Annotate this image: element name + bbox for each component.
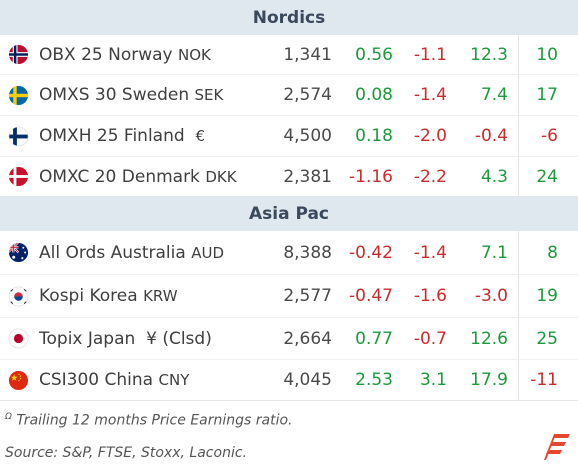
pe-value: 24: [536, 166, 558, 187]
sweden-flag-icon: [8, 85, 29, 105]
index-name: All Ords Australia AUD: [39, 242, 225, 263]
denmark-flag-icon: [8, 166, 29, 187]
index-name: OMXS 30 Sweden SEK: [39, 85, 224, 105]
week-change-value: -1.4: [413, 85, 447, 105]
week-change-value: -2.2: [413, 166, 447, 187]
laconic-logo-icon: [544, 434, 570, 460]
finland-flag-icon: [8, 126, 29, 146]
table-row: All Ords Australia AUD 8,388 -0.42 -1.4 …: [0, 231, 578, 275]
price-value: 4,500: [283, 126, 332, 146]
index-name: OMXH 25 Finland €: [39, 126, 206, 146]
price-value: 8,388: [283, 242, 332, 263]
section-header-asia-pac: Asia Pac: [0, 196, 578, 231]
price-value: 2,664: [283, 328, 332, 349]
pe-value: 17: [536, 85, 558, 105]
day-change-value: 0.56: [355, 44, 393, 65]
day-change-value: 0.77: [355, 328, 393, 349]
asia-pac-table: All Ords Australia AUD 8,388 -0.42 -1.4 …: [0, 231, 578, 400]
week-change-value: -0.7: [413, 328, 447, 349]
source-footnote: Source: S&P, FTSE, Stoxx, Laconic.: [5, 445, 247, 461]
ytd-change-value: 12.6: [470, 328, 508, 349]
pe-value: 10: [536, 44, 558, 65]
index-name: OBX 25 Norway NOK: [39, 44, 211, 65]
table-row: OMXS 30 Sweden SEK 2,574 0.08 -1.4 7.4 1…: [0, 75, 578, 116]
footer: Ω Trailing 12 months Price Earnings rati…: [0, 400, 578, 470]
pe-value: 25: [536, 328, 558, 349]
week-change-value: -1.4: [413, 242, 447, 263]
day-change-value: -0.47: [349, 286, 393, 306]
table-row: CSI300 China CNY 4,045 2.53 3.1 17.9 -11: [0, 360, 578, 400]
week-change-value: 3.1: [419, 370, 447, 390]
ytd-change-value: 4.3: [480, 166, 508, 187]
index-name: CSI300 China CNY: [39, 370, 190, 390]
day-change-value: -0.42: [349, 242, 393, 263]
week-change-value: -2.0: [413, 126, 447, 146]
table-row: OBX 25 Norway NOK 1,341 0.56 -1.1 12.3 1…: [0, 35, 578, 75]
china-flag-icon: [8, 370, 29, 390]
column-divider: [518, 231, 519, 400]
week-change-value: -1.1: [413, 44, 447, 65]
australia-flag-icon: [8, 242, 29, 263]
table-row: Kospi Korea KRW 2,577 -0.47 -1.6 -3.0 19: [0, 275, 578, 318]
ytd-change-value: -0.4: [474, 126, 508, 146]
pe-footnote: Ω Trailing 12 months Price Earnings rati…: [5, 412, 293, 429]
ytd-change-value: 7.4: [480, 85, 508, 105]
index-name: OMXC 20 Denmark DKK: [39, 166, 237, 187]
table-row: OMXC 20 Denmark DKK 2,381 -1.16 -2.2 4.3…: [0, 157, 578, 196]
pe-value: 8: [547, 242, 558, 263]
pe-value: 19: [536, 286, 558, 306]
day-change-value: 0.18: [355, 126, 393, 146]
norway-flag-icon: [8, 44, 29, 65]
ytd-change-value: -3.0: [474, 286, 508, 306]
index-name: Kospi Korea KRW: [39, 286, 178, 306]
price-value: 1,341: [283, 44, 332, 65]
pe-value: -6: [541, 126, 558, 146]
price-value: 2,577: [283, 286, 332, 306]
price-value: 2,381: [283, 166, 332, 187]
day-change-value: 0.08: [355, 85, 393, 105]
south-korea-flag-icon: [8, 286, 29, 306]
ytd-change-value: 17.9: [470, 370, 508, 390]
japan-flag-icon: [8, 328, 29, 349]
price-value: 4,045: [283, 370, 332, 390]
pe-value: -11: [530, 370, 558, 390]
week-change-value: -1.6: [413, 286, 447, 306]
day-change-value: 2.53: [355, 370, 393, 390]
day-change-value: -1.16: [349, 166, 393, 187]
ytd-change-value: 7.1: [480, 242, 508, 263]
table-row: OMXH 25 Finland € 4,500 0.18 -2.0 -0.4 -…: [0, 116, 578, 157]
table-row: Topix Japan ¥ (Clsd) 2,664 0.77 -0.7 12.…: [0, 318, 578, 360]
price-value: 2,574: [283, 85, 332, 105]
ytd-change-value: 12.3: [470, 44, 508, 65]
section-header-nordics: Nordics: [0, 0, 578, 35]
index-name: Topix Japan ¥ (Clsd): [39, 328, 212, 349]
nordics-table: OBX 25 Norway NOK 1,341 0.56 -1.1 12.3 1…: [0, 35, 578, 196]
